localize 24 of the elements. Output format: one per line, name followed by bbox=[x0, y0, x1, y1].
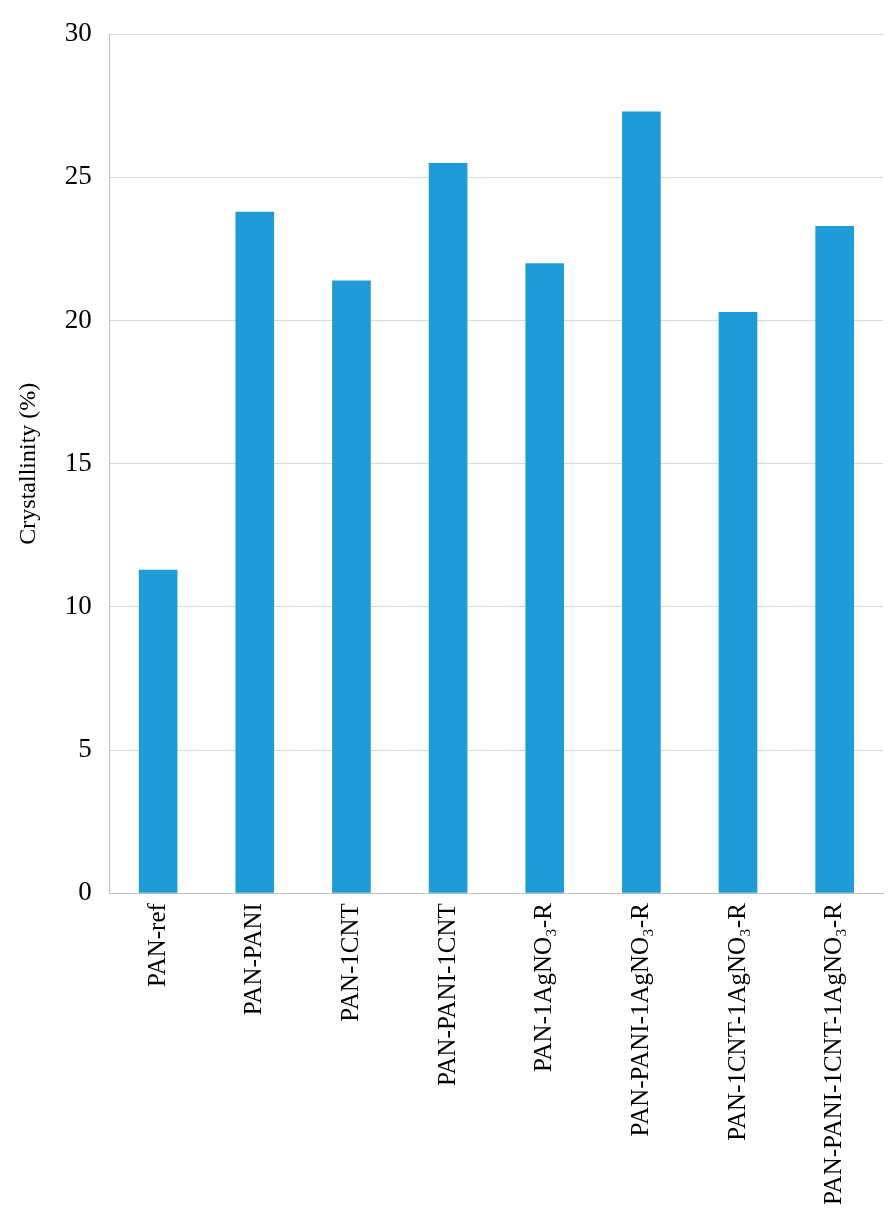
bar bbox=[622, 111, 661, 893]
y-tick-label: 20 bbox=[64, 303, 92, 334]
y-tick-label: 5 bbox=[78, 733, 92, 764]
y-tick-label: 10 bbox=[64, 589, 92, 620]
y-tick-label: 25 bbox=[64, 160, 92, 191]
bar bbox=[525, 263, 565, 893]
x-tick-label: PAN-1AgNO₃-R bbox=[529, 902, 557, 1073]
x-tick-label: PAN-PANI-1AgNO₃-R bbox=[625, 902, 653, 1137]
bar bbox=[235, 211, 275, 893]
x-tick-label: PAN-ref bbox=[142, 902, 170, 987]
y-tick-label: 30 bbox=[64, 17, 92, 48]
bar bbox=[718, 311, 758, 893]
x-tick-label: PAN-PANI-1CNT bbox=[432, 903, 460, 1087]
x-tick-label: PAN-1CNT-1AgNO₃-R bbox=[722, 902, 750, 1141]
x-tick-label: PAN-PANI bbox=[239, 903, 267, 1016]
y-tick-label: 15 bbox=[64, 446, 92, 477]
bar bbox=[815, 226, 855, 893]
bar bbox=[428, 163, 468, 893]
x-tick-label: PAN-PANI-1CNT-1AgNO₃-R bbox=[819, 902, 847, 1206]
y-tick-label: 0 bbox=[78, 876, 92, 907]
y-axis-title: Crystallinity (%) bbox=[13, 382, 40, 545]
x-tick-label: PAN-1CNT bbox=[335, 903, 363, 1022]
bar bbox=[138, 569, 178, 893]
bar bbox=[332, 280, 371, 893]
